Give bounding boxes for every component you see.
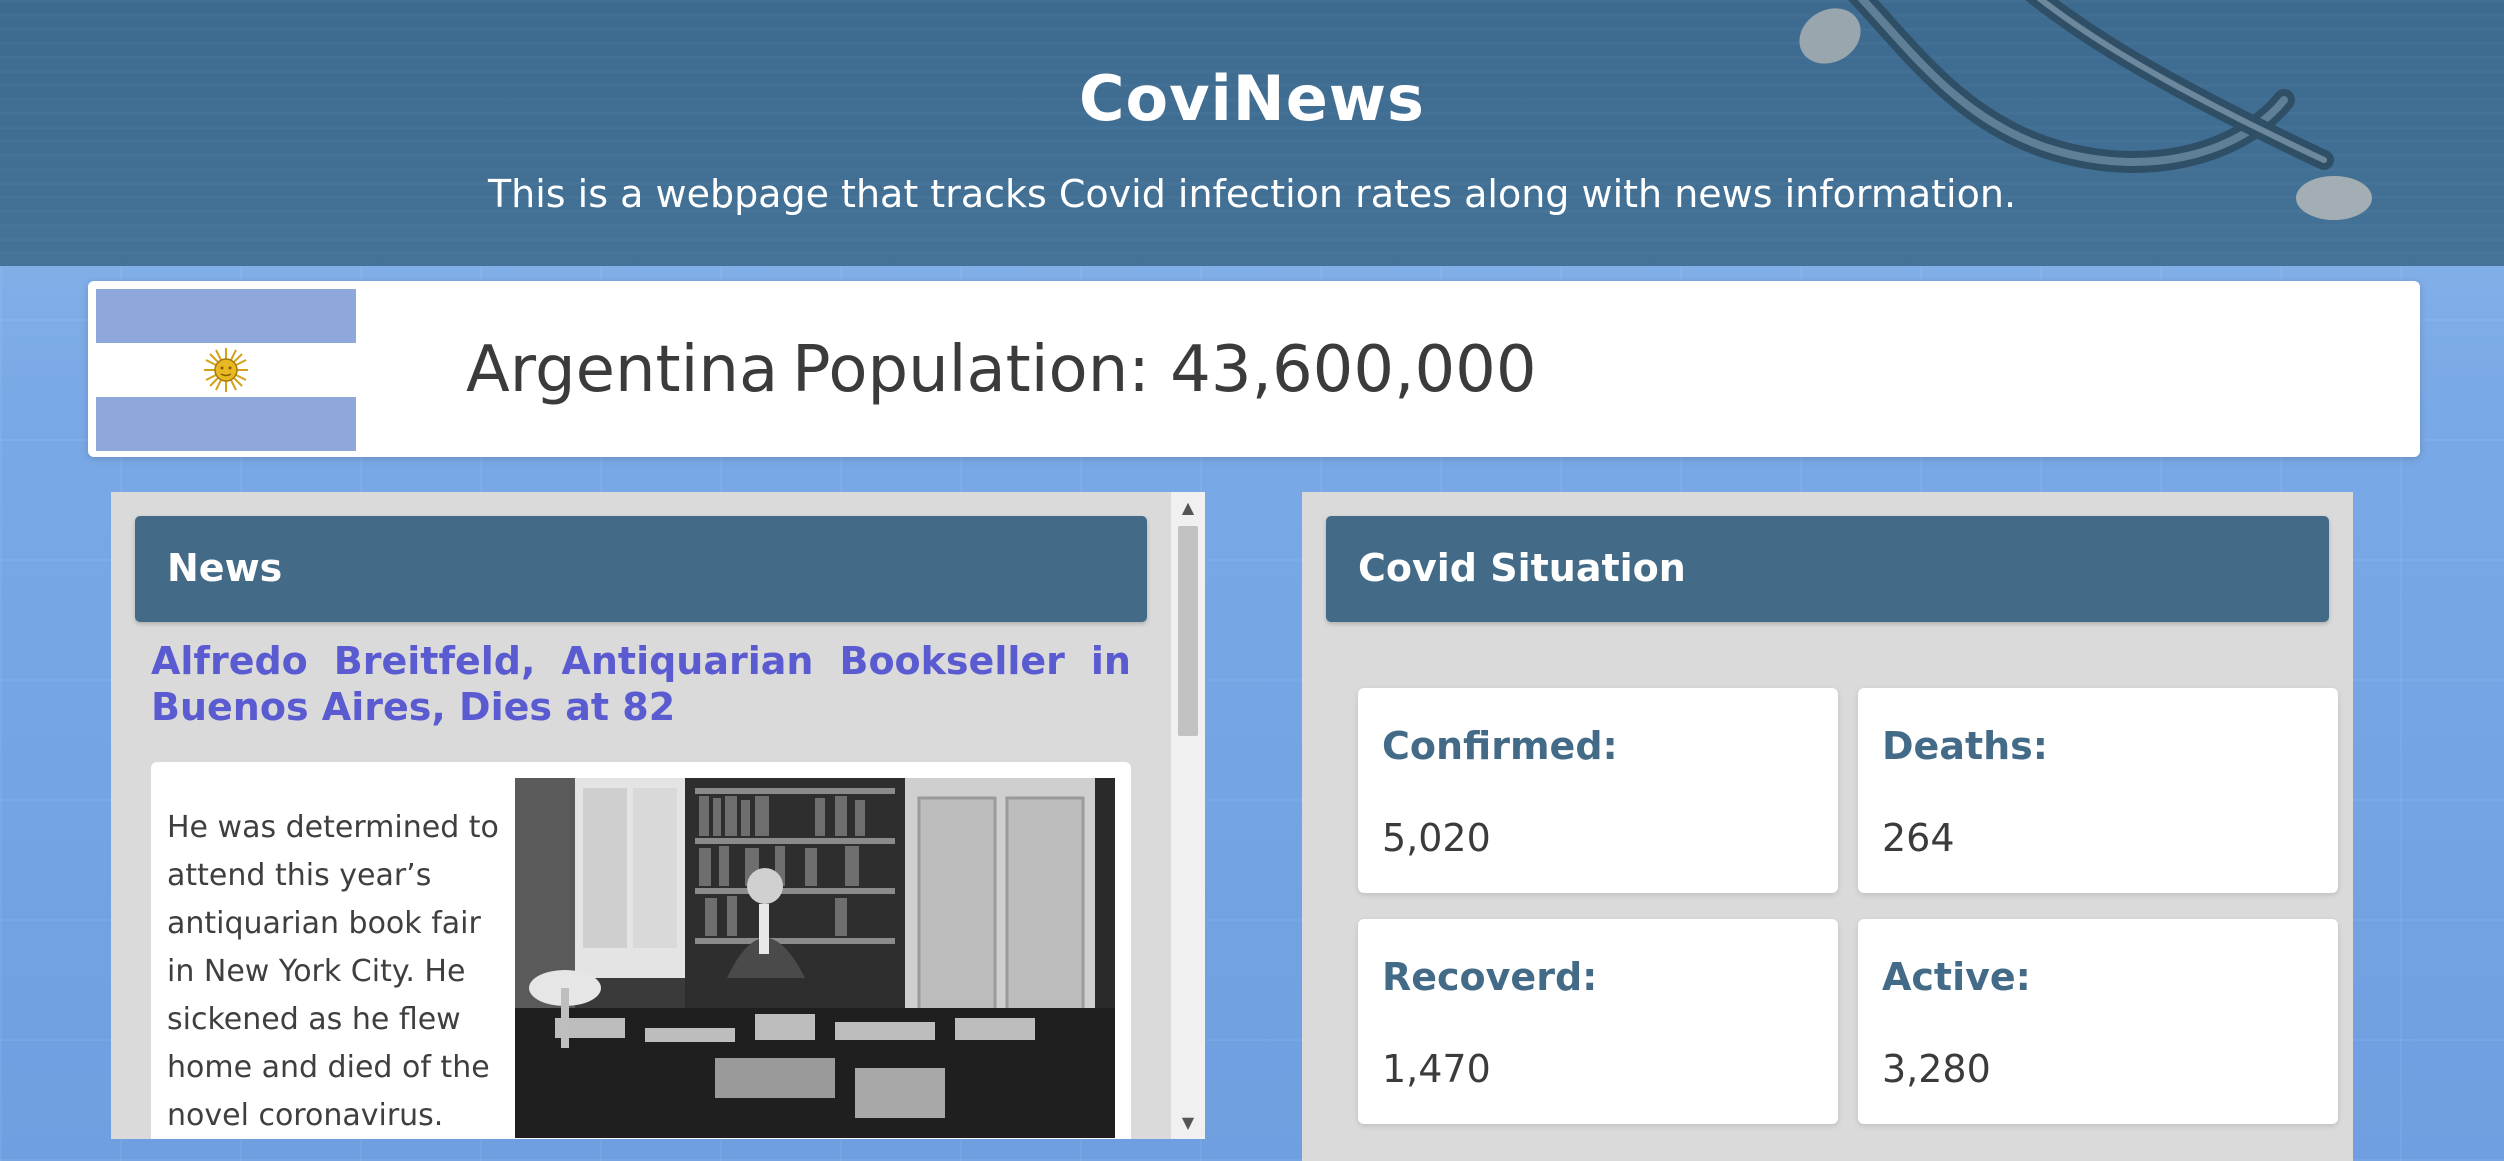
- scroll-thumb[interactable]: [1178, 526, 1198, 736]
- country-bar: Argentina Population: 43,600,000: [88, 281, 2420, 457]
- active-label: Active:: [1882, 955, 2031, 999]
- active-value: 3,280: [1882, 1047, 1991, 1091]
- flag-stripe-bottom: [96, 397, 356, 451]
- site-title: CoviNews: [1079, 62, 1425, 135]
- stethoscope-image: [1799, 0, 2372, 220]
- deaths-label: Deaths:: [1882, 724, 2048, 768]
- active-card: Active: 3,280: [1858, 919, 2338, 1124]
- argentina-flag-icon: [96, 289, 356, 451]
- article-title-link[interactable]: Alfredo Breitfeld, Antiquarian Bookselle…: [151, 639, 1131, 729]
- news-heading: News: [167, 546, 283, 590]
- article-summary: He was determined to attend this year’s …: [167, 810, 499, 1133]
- news-panel[interactable]: News Alfredo Breitfeld, Antiquarian Book…: [111, 492, 1205, 1139]
- country-name: Argentina: [466, 333, 779, 407]
- deaths-card: Deaths: 264: [1858, 688, 2338, 893]
- site-subtitle: This is a webpage that tracks Covid infe…: [487, 172, 2017, 216]
- population-label: Population: 43,600,000: [792, 333, 1537, 407]
- confirmed-label: Confirmed:: [1382, 724, 1618, 768]
- covid-heading: Covid Situation: [1358, 546, 1686, 590]
- confirmed-value: 5,020: [1382, 816, 1491, 860]
- covid-header: Covid Situation: [1326, 516, 2329, 622]
- scroll-down-arrow-icon[interactable]: ▼: [1181, 1113, 1195, 1132]
- covid-panel: Covid Situation Confirmed: 5,020 Deaths:…: [1302, 492, 2353, 1161]
- scroll-up-arrow-icon[interactable]: ▲: [1181, 498, 1195, 517]
- news-scrollbar[interactable]: ▲ ▼: [1171, 492, 1205, 1139]
- recovered-label: Recoverd:: [1382, 955, 1598, 999]
- header-texture: [0, 0, 2504, 266]
- recovered-value: 1,470: [1382, 1047, 1491, 1091]
- recovered-card: Recoverd: 1,470: [1358, 919, 1838, 1124]
- sun-of-may-icon: [204, 348, 248, 392]
- flag-stripe-top: [96, 289, 356, 343]
- article-card: He was determined to attend this year’s …: [151, 762, 1131, 1139]
- deaths-value: 264: [1882, 816, 1955, 860]
- article-photo: [515, 778, 1115, 1138]
- site-header: CoviNews This is a webpage that tracks C…: [0, 0, 2504, 266]
- confirmed-card: Confirmed: 5,020: [1358, 688, 1838, 893]
- news-header: News: [135, 516, 1147, 622]
